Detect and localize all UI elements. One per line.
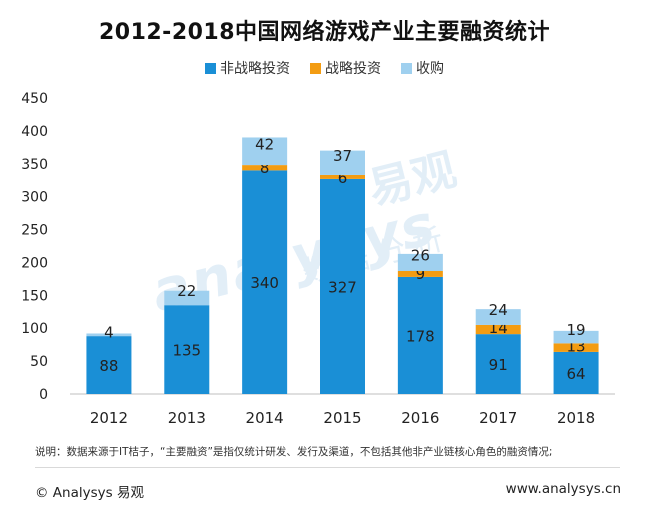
data-label-non-strategic: 135 (172, 342, 201, 360)
data-label-acquisition: 22 (177, 282, 196, 300)
data-label-acquisition: 4 (104, 323, 114, 341)
data-label-strategic: 8 (260, 159, 270, 177)
footer-copyright: © Analysys 易观 (35, 485, 144, 501)
bar-segment-strategic (242, 165, 288, 171)
bar-segment-acquisition (320, 150, 365, 175)
bar-segment-non-strategic (475, 334, 521, 394)
bar-segment-acquisition (242, 137, 288, 166)
legend-label-non-strategic: 非战略投资 (220, 61, 290, 77)
x-tick-label: 2015 (323, 409, 361, 427)
bar-segment-non-strategic (86, 336, 132, 394)
legend-swatch-acquisition (401, 62, 412, 74)
y-tick-label: 400 (21, 124, 48, 140)
data-label-non-strategic: 178 (406, 327, 435, 345)
bar-segment-non-strategic (242, 170, 288, 394)
source-note: 说明：数据来源于IT桔子，“主要融资”是指仅统计研发、发行及渠道，不包括其他非产… (35, 446, 553, 458)
bar-segment-strategic (397, 270, 443, 277)
bar-segment-acquisition (553, 330, 599, 344)
y-tick-label: 150 (21, 288, 48, 304)
bar-segment-acquisition (86, 333, 132, 337)
bar-chart: 0 50 100 150 200 250 300 350 400 450 88 4 2012 135 22 2… (21, 91, 615, 427)
data-label-non-strategic: 91 (489, 356, 508, 374)
y-tick-label: 100 (21, 321, 48, 337)
chart-legend: 非战略投资 战略投资 收购 (0, 58, 649, 78)
data-label-non-strategic: 88 (99, 357, 118, 375)
legend-label-acquisition: 收购 (416, 61, 444, 77)
bar-segment-non-strategic (397, 276, 443, 394)
y-tick-label: 200 (21, 255, 48, 271)
bar-segment-strategic (320, 174, 365, 179)
y-tick-label: 50 (30, 354, 48, 370)
data-label-non-strategic: 64 (567, 365, 586, 383)
bar-segment-acquisition (397, 253, 443, 271)
x-tick-label: 2013 (168, 409, 206, 427)
bar-segment-acquisition (164, 290, 210, 306)
data-label-acquisition: 24 (489, 301, 508, 319)
data-label-strategic: 6 (338, 169, 348, 187)
bar-segment-strategic (475, 324, 521, 335)
data-label-strategic: 9 (416, 265, 426, 283)
data-label-acquisition: 42 (255, 135, 274, 153)
chart-title: 2012-2018中国网络游戏产业主要融资统计 (98, 20, 551, 45)
data-label-acquisition: 26 (411, 246, 430, 264)
legend-item-acquisition: 收购 (401, 58, 444, 78)
footer-url: www.analysys.cn (505, 481, 621, 497)
y-tick-label: 350 (21, 157, 48, 173)
x-tick-label: 2014 (246, 409, 284, 427)
legend-item-non-strategic: 非战略投资 (205, 58, 290, 78)
bar-segment-acquisition (475, 309, 521, 325)
data-label-non-strategic: 327 (328, 278, 357, 296)
data-label-acquisition: 37 (333, 147, 352, 165)
x-tick-label: 2016 (401, 409, 439, 427)
bar-segment-non-strategic (164, 305, 210, 394)
legend-item-strategic: 战略投资 (310, 58, 381, 78)
data-label-non-strategic: 340 (250, 274, 279, 292)
data-label-acquisition: 19 (567, 321, 586, 339)
legend-swatch-strategic (310, 62, 321, 74)
footer-divider (35, 467, 620, 468)
bar-segment-non-strategic (320, 178, 365, 394)
y-tick-label: 450 (21, 91, 48, 107)
legend-label-strategic: 战略投资 (325, 61, 381, 77)
bar-segment-strategic (553, 343, 599, 352)
x-tick-label: 2012 (90, 409, 128, 427)
x-tick-label: 2018 (557, 409, 595, 427)
bar-segment-non-strategic (553, 351, 599, 394)
y-tick-label: 300 (21, 190, 48, 206)
y-tick-label: 0 (39, 387, 48, 403)
legend-swatch-non-strategic (205, 62, 216, 74)
x-tick-label: 2017 (479, 409, 517, 427)
y-tick-label: 250 (21, 223, 48, 239)
